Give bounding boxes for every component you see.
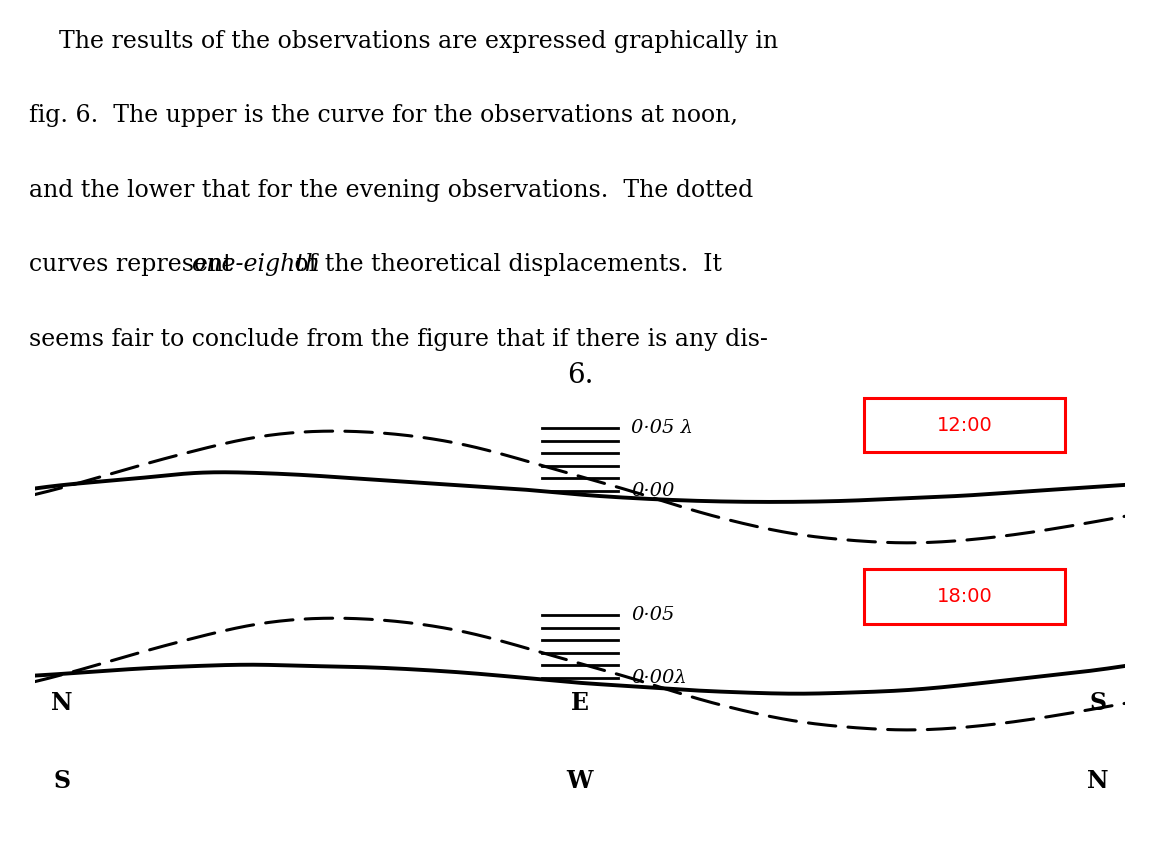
- Text: 18:00: 18:00: [937, 587, 993, 606]
- Text: S: S: [53, 768, 71, 793]
- Text: 0·00λ: 0·00λ: [631, 669, 687, 687]
- Text: N: N: [1087, 768, 1109, 793]
- Text: 12:00: 12:00: [937, 416, 993, 435]
- Text: curves represent: curves represent: [29, 253, 240, 276]
- Text: 0·00: 0·00: [631, 482, 675, 500]
- FancyBboxPatch shape: [863, 398, 1065, 452]
- Text: 6.: 6.: [567, 362, 593, 389]
- Text: seems fair to conclude from the figure that if there is any dis-: seems fair to conclude from the figure t…: [29, 328, 768, 351]
- Text: W: W: [567, 768, 593, 793]
- Text: one-eighth: one-eighth: [191, 253, 320, 276]
- FancyBboxPatch shape: [863, 569, 1065, 623]
- Text: 0·05: 0·05: [631, 606, 675, 624]
- Text: E: E: [571, 691, 589, 716]
- Text: The results of the observations are expressed graphically in: The results of the observations are expr…: [29, 30, 778, 53]
- Text: 0·05 λ: 0·05 λ: [631, 419, 694, 437]
- Text: N: N: [51, 691, 73, 716]
- Text: and the lower that for the evening observations.  The dotted: and the lower that for the evening obser…: [29, 179, 753, 202]
- Text: S: S: [1089, 691, 1107, 716]
- Text: fig. 6.  The upper is the curve for the observations at noon,: fig. 6. The upper is the curve for the o…: [29, 104, 738, 127]
- Text: of the theoretical displacements.  It: of the theoretical displacements. It: [288, 253, 723, 276]
